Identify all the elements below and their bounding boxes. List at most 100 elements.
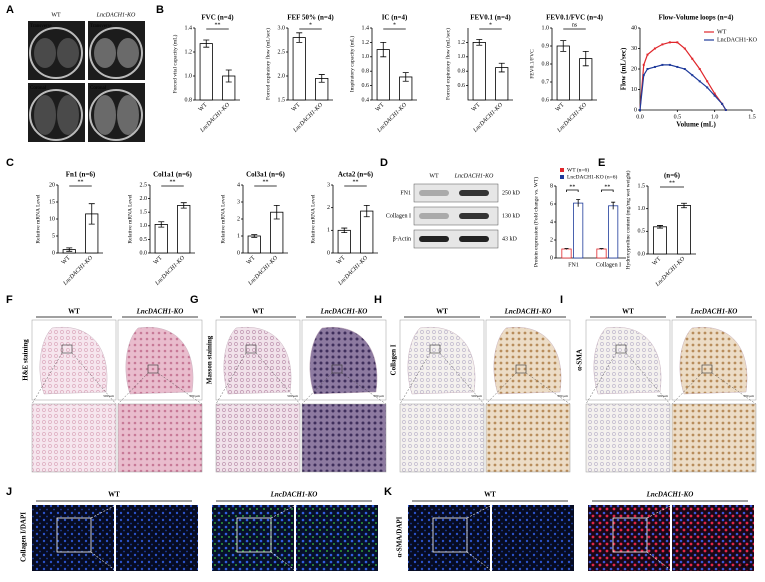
sig-label: * bbox=[393, 22, 396, 28]
group-label: LncDACH1-KO bbox=[646, 491, 694, 499]
point bbox=[642, 63, 645, 66]
y-tick-label: 1.0 bbox=[185, 73, 193, 79]
error-bar bbox=[564, 248, 569, 250]
panel-label: G bbox=[190, 294, 199, 306]
point bbox=[698, 68, 701, 70]
blot-strip bbox=[413, 183, 499, 203]
panel-label: H bbox=[374, 294, 382, 306]
x-tick-label: WT bbox=[291, 102, 302, 113]
group-label: WT bbox=[436, 308, 448, 316]
error-bar bbox=[363, 205, 370, 218]
sig-label: ** bbox=[669, 180, 675, 186]
y-tick-label: 40 bbox=[631, 25, 637, 31]
y-axis-label: FEV0.1/FVC bbox=[529, 49, 535, 79]
chart-title: Acta2 (n=6) bbox=[338, 171, 374, 179]
size-label: 43 kD bbox=[502, 236, 518, 242]
y-tick-label: 0.6 bbox=[362, 83, 370, 89]
point bbox=[691, 57, 694, 60]
legend-label: LncDACH1-KO bbox=[717, 37, 758, 43]
group-label: LncDACH1-KO bbox=[96, 12, 136, 18]
scale-label: 500 μm bbox=[373, 394, 384, 398]
y-tick-label: 4 bbox=[550, 219, 553, 225]
y-axis-label: Protein expression (Fold change vs. WT) bbox=[532, 177, 539, 267]
error-bar bbox=[498, 62, 505, 73]
blot-band bbox=[459, 236, 489, 242]
y-tick-label: 2 bbox=[550, 237, 553, 243]
sig-label: * bbox=[489, 22, 492, 28]
band-label: Collagen I bbox=[386, 213, 411, 219]
error-bar bbox=[225, 69, 232, 83]
x-tick-label: WT bbox=[246, 255, 257, 266]
y-tick-label: 1.5 bbox=[278, 97, 286, 103]
point bbox=[691, 74, 694, 77]
y-tick-label: 0 bbox=[550, 255, 553, 261]
zoom-image bbox=[117, 403, 203, 473]
zoom-line bbox=[301, 372, 387, 405]
x-tick-label: WT bbox=[555, 102, 566, 113]
y-tick-label: 0 bbox=[237, 250, 240, 256]
y-tick-label: 2.5 bbox=[278, 49, 286, 55]
y-tick-label: 2.5 bbox=[140, 182, 148, 188]
scale-label: 50 μm bbox=[184, 563, 195, 568]
x-tick-label: WT bbox=[61, 255, 72, 266]
zoom-box bbox=[331, 364, 343, 374]
point bbox=[653, 47, 656, 50]
zoom-line bbox=[646, 504, 673, 572]
zoom-box bbox=[701, 364, 713, 374]
point bbox=[642, 74, 645, 77]
scale-label: 50 μm bbox=[656, 563, 667, 568]
point bbox=[721, 102, 724, 105]
sig-label: ns bbox=[572, 22, 578, 28]
bar bbox=[360, 210, 374, 254]
error-bar bbox=[203, 39, 210, 48]
sig-label: ** bbox=[353, 179, 359, 185]
y-tick-label: 10 bbox=[631, 87, 637, 93]
chart-title: Col3a1 (n=6) bbox=[246, 171, 285, 179]
y-tick-label: 0.8 bbox=[185, 97, 193, 103]
stain-label: α-SMA/DAPI bbox=[396, 516, 404, 557]
y-axis-label: Hydroxyproline content (mg/mg wet weight… bbox=[624, 170, 631, 269]
error-bar bbox=[251, 234, 258, 238]
panel-label: I bbox=[560, 294, 563, 306]
group-label: LncDACH1-KO bbox=[270, 491, 318, 499]
bar bbox=[154, 224, 168, 254]
point bbox=[639, 109, 641, 111]
chart-title: FEV0.1 (n=4) bbox=[470, 14, 511, 22]
view-label: Coronal bbox=[30, 86, 47, 91]
bar bbox=[677, 205, 692, 255]
scale-label: 50 μm bbox=[100, 563, 111, 568]
zoom-box bbox=[612, 517, 648, 553]
point bbox=[661, 63, 664, 66]
error-bar bbox=[88, 203, 95, 225]
zoom-box bbox=[56, 517, 92, 553]
error-bar bbox=[599, 248, 604, 250]
size-label: 250 kD bbox=[502, 190, 521, 196]
zoom-image bbox=[399, 403, 485, 473]
band-label: FN1 bbox=[400, 190, 411, 196]
x-tick-label: WT bbox=[471, 102, 482, 113]
error-bar bbox=[380, 42, 387, 58]
group-label: LncDACH1-KO bbox=[504, 308, 552, 316]
chart-title: FVC (n=4) bbox=[201, 14, 234, 22]
y-tick-label: 0.8 bbox=[458, 69, 466, 75]
group-label: WT bbox=[252, 308, 264, 316]
view-label: Transverse bbox=[30, 24, 53, 29]
sig-label: ** bbox=[569, 184, 575, 190]
view-label: Coronal bbox=[90, 86, 107, 91]
panel-label: D bbox=[380, 157, 388, 169]
y-tick-label: 1.2 bbox=[185, 49, 193, 55]
point bbox=[668, 41, 671, 44]
y-tick-label: 3 bbox=[237, 199, 240, 205]
x-tick-label: Collagen I bbox=[596, 262, 621, 268]
y-tick-label: 0.7 bbox=[542, 79, 550, 85]
error-bar bbox=[611, 201, 616, 210]
bar bbox=[472, 42, 486, 101]
zoom-box bbox=[615, 344, 627, 354]
y-tick-label: 3 bbox=[327, 182, 330, 188]
ct-lung bbox=[117, 95, 139, 135]
y-tick-label: 20 bbox=[631, 66, 637, 72]
error-bar bbox=[318, 74, 325, 83]
y-tick-label: 2.0 bbox=[278, 73, 286, 79]
y-axis-label: Inspiratory capacity (mL) bbox=[348, 36, 355, 93]
point bbox=[698, 80, 701, 83]
